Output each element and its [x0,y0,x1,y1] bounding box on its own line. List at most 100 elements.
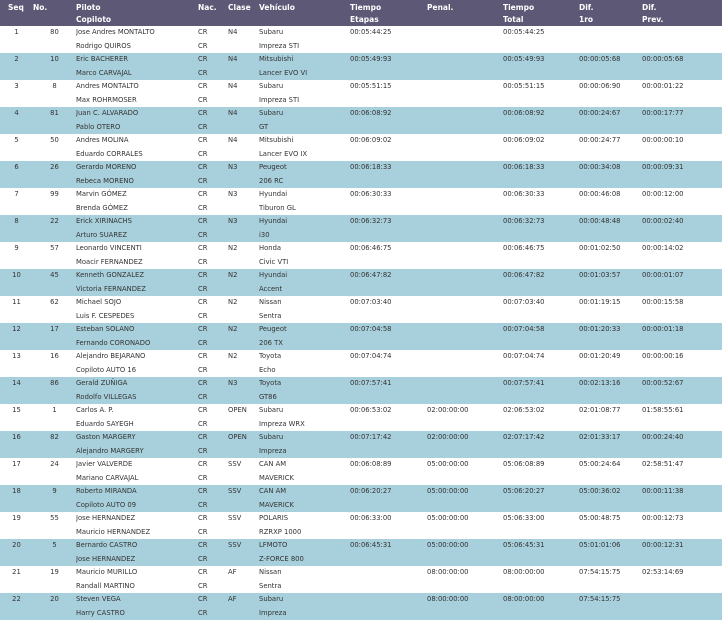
table-row: 13 16 Alejandro BEJARANO CR N2 Toyota 00:07:04… [0,350,722,364]
cell-penal [427,26,503,40]
cell-empty [579,310,642,324]
cell-seq: 6 [0,161,33,175]
table-row-second-line: Alejandro MARGERY CR Impreza [0,444,722,458]
cell-empty [0,526,33,540]
cell-dif-prev: 00:00:12:00 [642,190,684,198]
cell-empty [33,40,76,54]
cell-piloto: Eric BACHERER [76,53,198,67]
cell-nac: CR [198,473,208,482]
cell-nac: CR [198,66,228,80]
cell-dif-prev: 00:00:05:68 [642,53,722,67]
cell-empty [503,552,579,566]
cell-seq: 2 [0,53,33,67]
cell-empty [579,256,642,270]
table-row-second-line: Mariano CARVAJAL CR MAVERICK [0,472,722,486]
cell-vehiculo-model: GT86 [259,390,350,404]
cell-vehiculo-model: 206 TX [259,336,350,350]
cell-seq: 22 [0,593,33,607]
cell-piloto: Mauricio MURILLO [76,568,138,576]
cell-empty [33,310,76,324]
cell-nac: CR [198,365,208,374]
table-row-second-line: Eduardo SAYEGH CR Impreza WRX [0,418,722,432]
cell-seq: 17 [12,460,21,468]
cell-empty [0,202,33,216]
cell-seq: 10 [0,269,33,283]
cell-empty [0,390,33,404]
cell-copiloto: Randall MARTINO [76,581,135,590]
table-row-second-line: Marco CARVAJAL CR Lancer EVO VI [0,66,722,80]
cell-no: 81 [33,107,76,121]
cell-empty [579,120,642,134]
cell-vehiculo-make: Toyota [259,377,350,391]
cell-vehiculo-make: Peugeot [259,323,350,337]
cell-empty [503,310,579,324]
cell-empty [427,120,503,134]
cell-empty [427,498,503,512]
cell-nac: CR [198,568,208,576]
cell-copiloto: Mariano CARVAJAL [76,473,139,482]
cell-empty [642,228,722,242]
cell-seq: 9 [14,244,19,252]
cell-tiempo-etapas: 00:06:32:73 [350,215,427,229]
cell-empty [579,228,642,242]
cell-no: 10 [33,53,76,67]
cell-empty [33,94,76,108]
cell-vehiculo-model: RZRXP 1000 [259,527,302,536]
cell-empty [0,282,33,296]
cell-empty [642,498,722,512]
header-dif-prev: Dif. Prev. [642,0,722,26]
cell-dif-1ro [579,26,642,40]
cell-clase: OPEN [228,406,247,414]
cell-penal [427,323,503,337]
cell-vehiculo-make: Subaru [259,593,350,607]
cell-piloto: Andres MONTALTO [76,82,139,90]
cell-empty [228,364,259,378]
cell-empty [503,472,579,486]
header-tiempo-etapas: Tiempo Etapas [350,0,427,26]
cell-dif-1ro: 02:01:33:17 [579,431,642,445]
cell-piloto: Andres MOLINA [76,136,129,144]
cell-dif-1ro: 00:00:05:68 [579,53,642,67]
cell-tiempo-etapas: 00:06:33:00 [350,514,392,522]
cell-no: 19 [50,568,59,576]
cell-penal: 05:00:00:00 [427,485,503,499]
cell-empty [579,580,642,594]
cell-empty [427,310,503,324]
cell-penal [427,215,503,229]
cell-tiempo-etapas: 00:06:09:02 [350,136,392,144]
cell-tiempo-total: 08:00:00:00 [503,568,545,576]
cell-empty [503,148,579,162]
cell-empty [642,310,722,324]
table-row-second-line: Arturo SUAREZ CR i30 [0,228,722,242]
cell-nac: CR [198,419,208,428]
cell-empty [579,418,642,432]
cell-empty [0,256,33,270]
cell-empty [350,228,427,242]
cell-empty [427,390,503,404]
cell-penal [427,188,503,202]
cell-penal [427,242,503,256]
cell-empty [0,310,33,324]
cell-nac: CR [198,311,208,320]
cell-nac: CR [198,149,208,158]
cell-tiempo-etapas: 00:05:44:25 [350,28,392,36]
cell-empty [33,148,76,162]
cell-empty [579,40,642,54]
cell-clase: N3 [228,215,259,229]
cell-tiempo-total: 05:06:20:27 [503,485,579,499]
cell-vehiculo-model: Civic VTI [259,257,289,266]
cell-no: 22 [33,215,76,229]
cell-vehiculo-make: Subaru [259,82,284,90]
cell-copiloto: Harry CASTRO [76,606,198,620]
cell-empty [642,148,722,162]
cell-empty [0,66,33,80]
cell-empty [350,120,427,134]
cell-empty [0,120,33,134]
cell-piloto: Juan C. ALVARADO [76,107,198,121]
cell-empty [33,66,76,80]
cell-empty [503,228,579,242]
cell-vehiculo-make: CAN AM [259,460,287,468]
cell-empty [579,526,642,540]
cell-penal: 05:00:00:00 [427,460,469,468]
cell-empty [503,174,579,188]
